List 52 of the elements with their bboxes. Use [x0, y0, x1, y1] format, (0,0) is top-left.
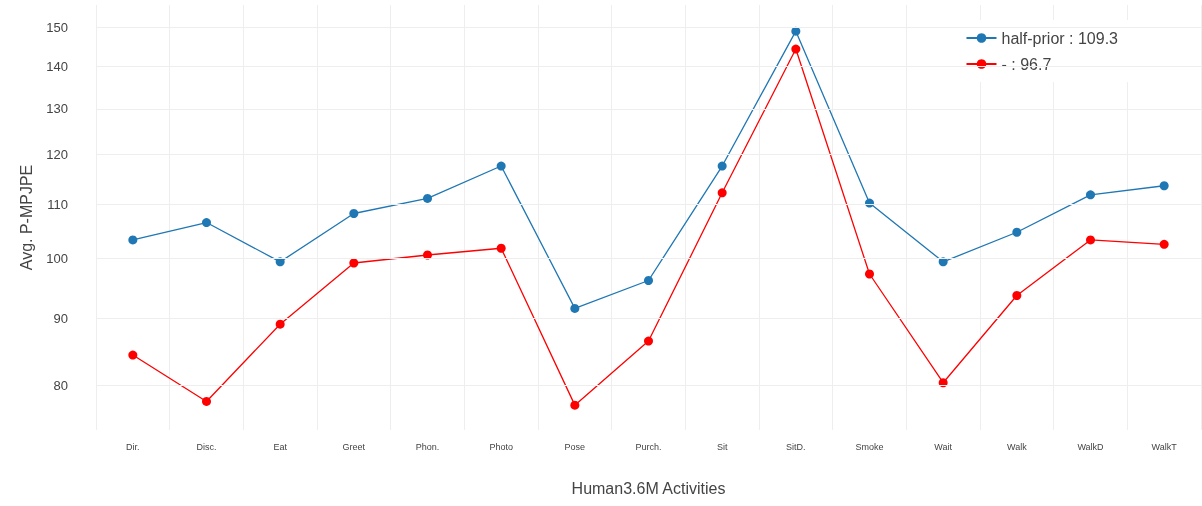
point	[570, 400, 580, 410]
point	[865, 269, 874, 279]
point	[1159, 181, 1169, 191]
x-tick-label: Photo	[489, 441, 513, 452]
x-tick-label: Walk	[1007, 441, 1028, 452]
point	[644, 275, 653, 285]
x-tick-label: Smoke	[855, 441, 884, 452]
x-tick-label: Greet	[342, 441, 366, 452]
y-axis-title: Avg. P-MPJPE	[17, 164, 35, 271]
y-tick-label: 150	[46, 19, 68, 35]
y-tick-label: 140	[46, 59, 68, 75]
x-tick-label: Disc.	[196, 441, 217, 452]
point	[1159, 239, 1169, 249]
point	[349, 258, 359, 268]
x-tick-label: WalkD	[1077, 441, 1105, 452]
y-tick-label: 100	[46, 250, 68, 266]
point	[1086, 190, 1095, 200]
x-axis-title: Human3.6M Activities	[571, 479, 726, 497]
x-tick-label: Sit	[716, 441, 728, 452]
legend-label: - : 96.7	[1001, 55, 1052, 73]
point	[275, 319, 285, 329]
point	[496, 243, 506, 253]
y-tick-label: 110	[47, 196, 68, 212]
point	[1012, 227, 1022, 237]
x-tick-label: Pose	[564, 441, 586, 452]
point	[1012, 291, 1022, 300]
point	[349, 209, 359, 218]
x-tick-label: Purch.	[635, 441, 662, 452]
point	[717, 188, 727, 198]
y-tick-label: 120	[46, 147, 68, 163]
point	[128, 235, 138, 245]
y-tick-label: 130	[46, 101, 68, 117]
point	[570, 303, 580, 313]
y-tick-label: 90	[53, 310, 68, 326]
y-tick-label: 80	[53, 378, 68, 394]
x-tick-label: Eat	[273, 441, 288, 452]
x-tick-label: SitD.	[786, 441, 806, 452]
point	[496, 161, 506, 171]
point	[791, 44, 801, 54]
point	[644, 336, 653, 346]
x-tick-label: WalkT	[1151, 441, 1178, 452]
x-tick-label: Dir.	[126, 441, 140, 452]
point	[1086, 235, 1095, 245]
point	[202, 396, 211, 406]
point	[202, 218, 211, 228]
x-tick-label: Phon.	[415, 441, 440, 452]
x-tick-label: Wait	[934, 441, 953, 452]
point	[717, 161, 727, 171]
point	[128, 350, 138, 360]
legend-label: half-prior : 109.3	[1001, 29, 1119, 47]
point	[791, 26, 801, 36]
point	[423, 193, 432, 203]
